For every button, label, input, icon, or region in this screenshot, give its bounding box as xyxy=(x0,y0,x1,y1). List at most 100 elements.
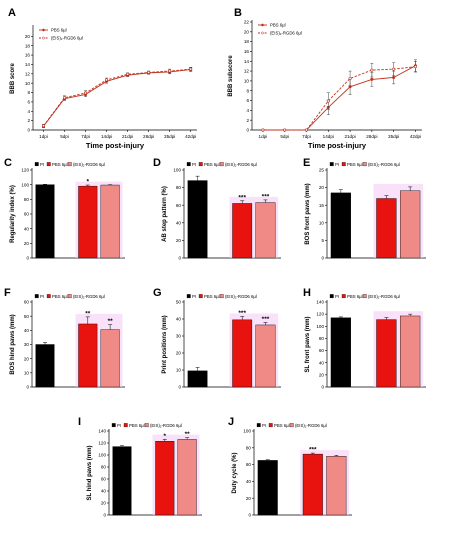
data-point xyxy=(126,72,130,76)
bar-pi xyxy=(187,370,208,388)
bar-pi xyxy=(257,460,278,516)
y-tick-label: 120 xyxy=(98,441,106,446)
significance-label: *** xyxy=(262,316,270,323)
x-tick-label: 1dpi xyxy=(39,134,48,139)
y-tick-label: 22 xyxy=(244,20,250,25)
y-tick-label: 40 xyxy=(319,360,325,365)
data-point xyxy=(370,68,374,72)
data-point xyxy=(283,128,287,132)
y-tick-label: 140 xyxy=(98,429,106,434)
legend-swatch-peptide xyxy=(289,423,294,428)
y-tick-label: 100 xyxy=(316,324,324,329)
legend-swatch-pbs xyxy=(46,294,51,299)
bar-pbs xyxy=(232,203,253,259)
legend-swatch-pi xyxy=(186,294,191,299)
y-tick-label: 140 xyxy=(316,300,324,305)
data-point xyxy=(413,65,417,69)
legend-label-pbs: PBS 6µl xyxy=(204,294,220,299)
legend-swatch-pi xyxy=(256,423,261,428)
data-point xyxy=(392,67,396,71)
panel-letter: D xyxy=(153,157,161,169)
y-tick-label: 0 xyxy=(178,385,181,390)
bar-pbs xyxy=(78,185,98,259)
y-axis-title: BBB score xyxy=(10,63,16,94)
data-point xyxy=(304,128,308,132)
y-tick-label: 20 xyxy=(24,356,30,361)
y-tick-label: 10 xyxy=(25,81,31,86)
y-tick-label: 18 xyxy=(244,39,250,44)
legend-swatch-pbs xyxy=(123,423,128,428)
bar-pbs xyxy=(376,198,397,259)
bar-peptide xyxy=(177,439,197,516)
legend-label-pbs: PBS 6µl xyxy=(347,294,363,299)
legend-marker xyxy=(42,28,45,32)
panel-j: J 0 20 40 60 80 100 Duty cycle (%) *** PI PBS 6µl (… xyxy=(228,416,352,518)
y-tick-label: 100 xyxy=(98,453,106,458)
legend-swatch-pi xyxy=(329,162,334,167)
y-tick-label: 0 xyxy=(26,385,29,390)
y-axis-title: BOS front paws (mm) xyxy=(305,183,311,244)
legend-label-pbs: PBS 6µl xyxy=(51,28,67,33)
legend-label-pi: PI xyxy=(335,162,339,167)
bar-peptide xyxy=(400,190,421,259)
legend-label-pbs: PBS 6µl xyxy=(274,423,290,428)
x-tick-label: 7dpi xyxy=(302,134,311,139)
panel-letter: G xyxy=(153,287,162,299)
y-tick-label: 0 xyxy=(103,513,106,518)
bar-pi xyxy=(187,180,208,259)
y-tick-label: 10 xyxy=(244,79,250,84)
legend-label-pi: PI xyxy=(192,294,196,299)
data-point xyxy=(348,76,352,80)
legend-label-pi: PI xyxy=(40,294,44,299)
legend-swatch-pbs xyxy=(198,294,203,299)
x-tick-label: 35dpi xyxy=(388,134,399,139)
x-tick-label: 14dpi xyxy=(323,134,334,139)
y-tick-label: 60 xyxy=(24,212,30,217)
legend-swatch-pi xyxy=(329,294,334,299)
y-tick-label: 16 xyxy=(244,49,250,54)
y-tick-label: 15 xyxy=(319,203,325,208)
y-tick-label: 2 xyxy=(246,118,249,123)
y-tick-label: 0 xyxy=(178,256,181,261)
x-tick-label: 35dpi xyxy=(164,134,175,139)
significance-label: *** xyxy=(309,447,317,454)
legend-swatch-pi xyxy=(111,423,116,428)
legend-swatch-peptide xyxy=(67,162,72,167)
panel-letter: J xyxy=(228,416,234,428)
y-tick-label: 80 xyxy=(176,185,182,190)
bar-peptide xyxy=(100,184,120,259)
y-tick-label: 20 xyxy=(176,238,182,243)
significance-label: * xyxy=(164,433,167,440)
legend-marker xyxy=(42,36,45,40)
y-tick-label: 80 xyxy=(246,445,252,450)
y-tick-label: 14 xyxy=(25,62,31,67)
y-axis-title: BOS hind paws (mm) xyxy=(10,314,16,374)
data-point xyxy=(370,77,374,81)
y-axis-title: Duty cycle (%) xyxy=(232,452,238,493)
x-tick-label: 28dpi xyxy=(366,134,377,139)
legend-swatch-pbs xyxy=(198,162,203,167)
panel-letter: C xyxy=(4,157,12,169)
y-axis-title: BBB subscore xyxy=(228,55,234,97)
panel-f: F 0 10 20 30 40 50 60 BOS hind paws (mm) ** ** PI PB… xyxy=(4,287,125,390)
panel-letter: I xyxy=(78,416,81,428)
panel-e: E 0 5 10 15 20 25 BOS front paws (mm) PI PBS 6µl (… xyxy=(303,157,426,261)
y-tick-label: 20 xyxy=(319,185,325,190)
legend-swatch-pbs xyxy=(341,162,346,167)
x-tick-label: 1dpi xyxy=(259,134,268,139)
bar-peptide xyxy=(255,202,276,259)
bar-peptide xyxy=(100,329,120,388)
y-tick-label: 18 xyxy=(25,43,31,48)
data-point xyxy=(147,70,151,74)
bar-peptide xyxy=(400,315,421,388)
y-tick-label: 60 xyxy=(246,462,252,467)
legend-label-pbs: PBS 6µl xyxy=(347,162,363,167)
panel-c: C 0 20 40 60 80 100 120 Regularity index (%) * PI P… xyxy=(4,157,125,261)
panel-b: B 0 2 4 6 8 10 12 14 16 18 20 22 BBB subscore 1dpi 5dpi… xyxy=(228,7,422,150)
y-tick-label: 40 xyxy=(101,489,107,494)
y-tick-label: 6 xyxy=(246,98,249,103)
bar-pbs xyxy=(232,319,253,388)
bar-pbs xyxy=(78,323,98,388)
panel-letter: F xyxy=(4,287,11,299)
